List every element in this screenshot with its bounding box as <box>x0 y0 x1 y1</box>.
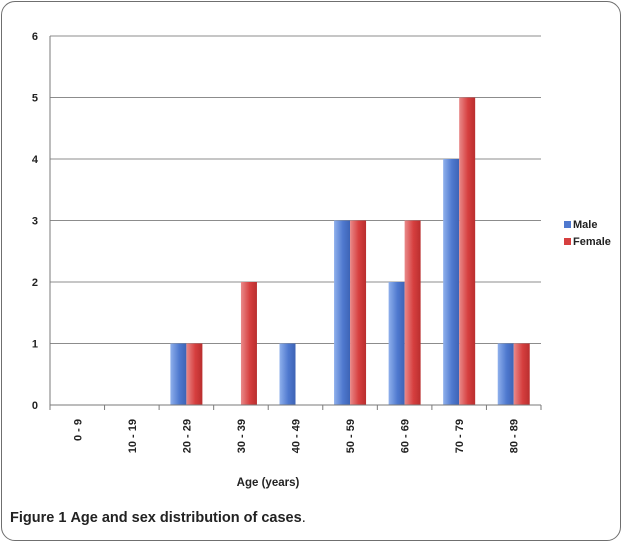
bar-female-7 <box>459 97 476 405</box>
x-tick-label: 0 - 9 <box>72 419 84 441</box>
legend-swatch-female <box>564 238 571 245</box>
bar-male-7 <box>443 159 460 405</box>
x-tick-label: 60 - 69 <box>400 419 412 453</box>
bars <box>170 97 530 405</box>
y-tick-label: 6 <box>32 31 38 43</box>
y-tick-label: 1 <box>32 339 38 351</box>
y-tick-label: 4 <box>32 154 39 166</box>
bar-female-8 <box>513 343 530 405</box>
tick-labels: 0 1 2 3 4 5 6 0 - 9 10 - 19 20 - 29 30 - 39 40 - 49… <box>32 31 521 453</box>
x-tick-label: 20 - 29 <box>181 419 193 453</box>
legend-swatch-male <box>564 221 571 228</box>
x-axis-label: Age (years) <box>237 477 300 489</box>
x-tick-label: 70 - 79 <box>454 419 466 453</box>
bar-male-4 <box>279 343 296 405</box>
bar-female-5 <box>350 220 367 405</box>
bar-male-6 <box>388 282 405 405</box>
caption-period: . <box>301 510 306 526</box>
x-tick-label: 10 - 19 <box>127 419 139 453</box>
figure-caption-text: Age and sex distribution of cases <box>70 510 302 526</box>
legend-label-male: Male <box>573 219 597 231</box>
bar-male-5 <box>334 220 351 405</box>
x-tick-label: 30 - 39 <box>236 419 248 453</box>
y-tick-label: 3 <box>32 216 38 228</box>
bar-male-2 <box>170 343 187 405</box>
x-tick-label: 80 - 89 <box>509 419 521 453</box>
bar-female-3 <box>240 282 257 405</box>
legend-label-female: Female <box>573 236 611 248</box>
x-tick-label: 50 - 59 <box>345 419 357 453</box>
bar-male-8 <box>497 343 514 405</box>
figure-caption: Figure 1 Age and sex distribution of cas… <box>10 510 306 526</box>
bar-female-2 <box>186 343 203 405</box>
bar-female-6 <box>404 220 421 405</box>
legend: Male Female <box>564 219 611 248</box>
x-tick-label: 40 - 49 <box>291 419 303 453</box>
y-tick-label: 0 <box>32 400 38 412</box>
figure-number: Figure 1 <box>10 510 67 526</box>
y-tick-label: 2 <box>32 277 38 289</box>
y-tick-label: 5 <box>32 93 38 105</box>
axes <box>49 36 542 410</box>
